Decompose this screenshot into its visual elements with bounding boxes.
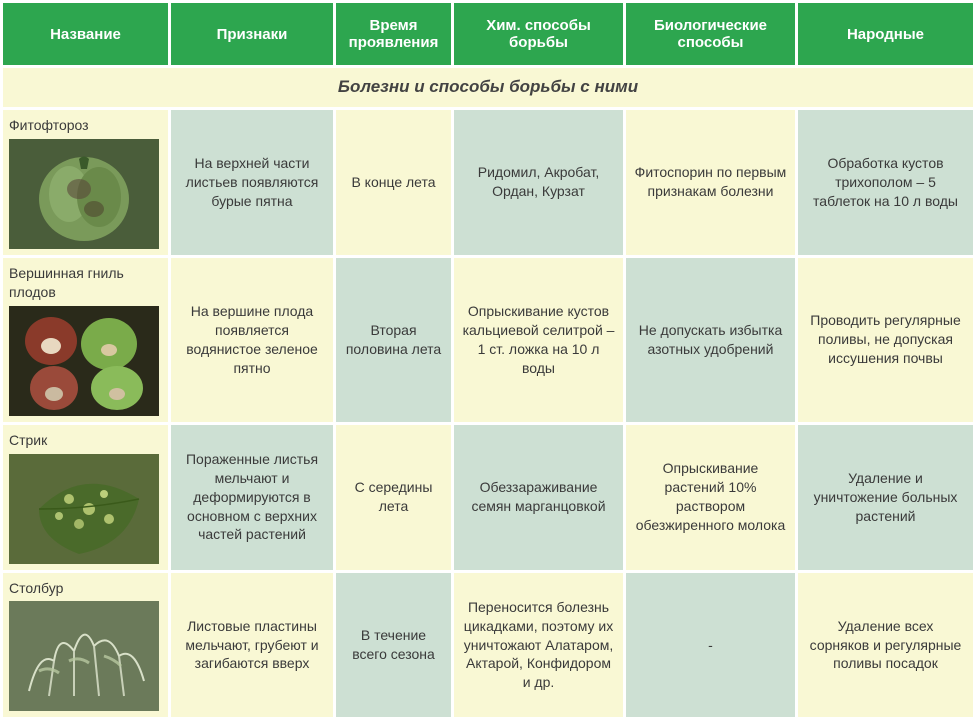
cell-biological: Не допускать избытка азотных удобрений — [625, 256, 797, 423]
disease-table: Название Признаки Время проявления Хим. … — [0, 0, 973, 720]
disease-image — [9, 454, 159, 564]
th-name: Название — [2, 2, 170, 67]
table-row: Стрик Пораженные листья мельчают и дефор… — [2, 423, 973, 571]
disease-name: Вершинная гниль плодов — [9, 264, 162, 302]
table-row: Вершинная гниль плодов На вершине плода … — [2, 256, 973, 423]
cell-name: Вершинная гниль плодов — [2, 256, 170, 423]
cell-timing: В течение всего сезона — [335, 571, 453, 719]
cell-folk: Удаление всех сорняков и регулярные поли… — [797, 571, 973, 719]
cell-signs: Листовые пластины мельчают, грубеют и за… — [170, 571, 335, 719]
cell-signs: На верхней части листьев появляются буры… — [170, 108, 335, 256]
cell-chemical: Переносится болезнь цикадками, поэтому и… — [453, 571, 625, 719]
th-folk: Народные — [797, 2, 973, 67]
cell-signs: На вершине плода появляется водянистое з… — [170, 256, 335, 423]
th-timing: Время проявления — [335, 2, 453, 67]
table-row: Столбур Листовые пластины мельчают, груб… — [2, 571, 973, 719]
disease-name: Столбур — [9, 579, 162, 598]
th-biological: Биологические способы — [625, 2, 797, 67]
disease-image — [9, 601, 159, 711]
cell-folk: Удаление и уничтожение больных растений — [797, 423, 973, 571]
cell-timing: В конце лета — [335, 108, 453, 256]
cell-chemical: Ридомил, Акробат, Ордан, Курзат — [453, 108, 625, 256]
section-title-row: Болезни и способы борьбы с ними — [2, 67, 973, 109]
cell-signs: Пораженные листья мельчают и деформируют… — [170, 423, 335, 571]
disease-image — [9, 139, 159, 249]
th-signs: Признаки — [170, 2, 335, 67]
cell-timing: С середины лета — [335, 423, 453, 571]
cell-name: Столбур — [2, 571, 170, 719]
disease-name: Стрик — [9, 431, 162, 450]
cell-chemical: Опрыскивание кустов кальциевой селитрой … — [453, 256, 625, 423]
cell-name: Стрик — [2, 423, 170, 571]
cell-folk: Проводить регулярные поливы, не допуская… — [797, 256, 973, 423]
disease-image — [9, 306, 159, 416]
cell-timing: Вторая половина лета — [335, 256, 453, 423]
cell-name: Фитофтороз — [2, 108, 170, 256]
cell-biological: Фитоспорин по первым признакам болезни — [625, 108, 797, 256]
cell-folk: Обработка кустов трихополом – 5 таблеток… — [797, 108, 973, 256]
disease-name: Фитофтороз — [9, 116, 162, 135]
header-row: Название Признаки Время проявления Хим. … — [2, 2, 973, 67]
cell-chemical: Обеззараживание семян марганцовкой — [453, 423, 625, 571]
cell-biological: - — [625, 571, 797, 719]
th-chemical: Хим. способы борьбы — [453, 2, 625, 67]
section-title: Болезни и способы борьбы с ними — [2, 67, 973, 109]
cell-biological: Опрыскивание растений 10% раствором обез… — [625, 423, 797, 571]
table-row: Фитофтороз На верхней части листьев появ… — [2, 108, 973, 256]
